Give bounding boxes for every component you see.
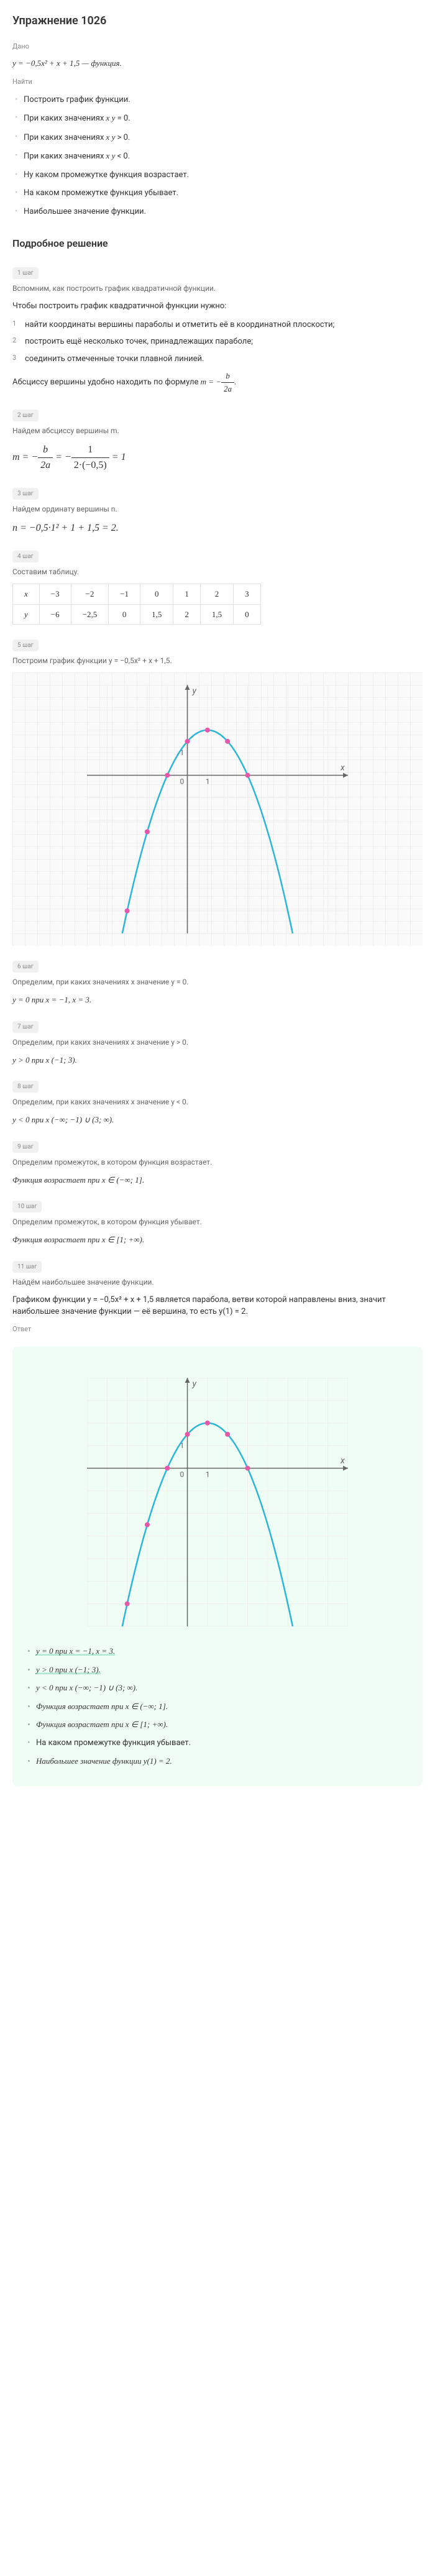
- table-row: x−3−2−10123: [13, 584, 261, 605]
- result-8: y < 0 при x (−∞; −1) ∪ (3; ∞).: [12, 1114, 423, 1126]
- build-step: соединить отмеченные точки плавной линие…: [12, 353, 423, 365]
- answer-item: y = 0 при x = −1, x = 3.: [25, 1645, 410, 1657]
- step-badge: 5 шаг: [12, 639, 39, 651]
- result-9: Функция возрастает при x ∈ (−∞; 1].: [12, 1174, 423, 1186]
- build-step: построить ещё несколько точек, принадлеж…: [12, 336, 423, 348]
- step-text: Найдем ординату вершины n.: [12, 503, 423, 515]
- answer-item: y < 0 при x (−∞; −1) ∪ (3; ∞).: [25, 1682, 410, 1694]
- step-badge: 9 шаг: [12, 1141, 39, 1153]
- step-text: Определим, при каких значениях x значени…: [12, 1037, 423, 1048]
- answer-item: Наибольшее значение функции y(1) = 2.: [25, 1755, 410, 1767]
- step-text: Вспомним, как построить график квадратич…: [12, 283, 423, 294]
- answer-label: Ответ: [12, 1324, 423, 1335]
- step-badge: 6 шаг: [12, 961, 39, 973]
- svg-text:x: x: [340, 1455, 345, 1465]
- result-10: Функция возрастает при x ∈ [1; +∞).: [12, 1234, 423, 1246]
- find-list: Построить график функции. При каких знач…: [12, 94, 423, 218]
- step-text: Составим таблицу.: [12, 566, 423, 577]
- m-formula: m = −b2a = −12·(−0,5) = 1: [12, 442, 423, 473]
- find-item: На каком промежутке функция убывает.: [12, 187, 423, 199]
- step-badge: 1 шаг: [12, 267, 39, 279]
- answer-item: y > 0 при x (−1; 3).: [25, 1664, 410, 1676]
- build-instr: Чтобы построить график квадратичной функ…: [12, 300, 423, 313]
- step-badge: 8 шаг: [12, 1081, 39, 1093]
- find-item: Ну каком промежутке функция возрастает.: [12, 169, 423, 181]
- find-item: Построить график функции.: [12, 94, 423, 106]
- find-item: Наибольшее значение функции.: [12, 206, 423, 218]
- solution-header: Подробное решение: [12, 236, 423, 251]
- step-badge: 2 шаг: [12, 410, 39, 421]
- step-text: Построим график функции y = −0,5x² + x +…: [12, 655, 423, 666]
- step-badge: 7 шаг: [12, 1021, 39, 1033]
- given-function: y = −0,5x² + x + 1,5 — функция.: [12, 57, 423, 70]
- answer-item: На каком промежутке функция убывает.: [25, 1737, 410, 1749]
- chart-main: xy011: [12, 672, 423, 946]
- find-label: Найти: [12, 77, 423, 88]
- step-badge: 4 шаг: [12, 551, 39, 562]
- table-row: y−6−2,501,521,50: [13, 604, 261, 625]
- step-badge: 10 шаг: [12, 1201, 42, 1212]
- step-text: Найдём наибольшее значение функции.: [12, 1277, 423, 1288]
- xy-table: x−3−2−10123 y−6−2,501,521,50: [12, 584, 261, 625]
- answer-section: xy011 y = 0 при x = −1, x = 3. y > 0 при…: [12, 1347, 423, 1786]
- svg-text:1: 1: [206, 777, 210, 786]
- step-text: Определим промежуток, в котором функция …: [12, 1216, 423, 1227]
- n-formula: n = −0,5·1² + 1 + 1,5 = 2.: [12, 521, 423, 536]
- chart-answer: xy011: [25, 1365, 410, 1639]
- answer-list: y = 0 при x = −1, x = 3. y > 0 при x (−1…: [25, 1645, 410, 1767]
- result-6: y = 0 при x = −1, x = 3.: [12, 994, 423, 1006]
- step-badge: 3 шаг: [12, 488, 39, 500]
- step-text: Определим, при каких значениях x значени…: [12, 976, 423, 988]
- find-item: При каких значениях x y = 0.: [12, 112, 423, 125]
- given-label: Дано: [12, 42, 423, 52]
- exercise-title: Упражнение 1026: [12, 12, 423, 29]
- step-badge: 11 шаг: [12, 1261, 42, 1273]
- build-steps: найти координаты вершины параболы и отме…: [12, 319, 423, 365]
- find-item: При каких значениях x y > 0.: [12, 131, 423, 144]
- parabola-chart-answer: xy011: [87, 1378, 348, 1626]
- result-11: Графиком функции y = −0,5x² + x + 1,5 яв…: [12, 1294, 423, 1318]
- svg-text:1: 1: [206, 1470, 210, 1478]
- svg-text:0: 0: [180, 1470, 185, 1478]
- parabola-chart: xy011: [87, 685, 348, 933]
- answer-item: Функция возрастает при x ∈ (−∞; 1].: [25, 1700, 410, 1713]
- vertex-intro: Абсциссу вершины удобно находить по форм…: [12, 370, 423, 395]
- svg-text:y: y: [192, 1379, 197, 1389]
- result-7: y > 0 при x (−1; 3).: [12, 1054, 423, 1066]
- find-item: При каких значениях x y < 0.: [12, 150, 423, 163]
- step-text: Найдем абсциссу вершины m.: [12, 425, 423, 436]
- svg-text:0: 0: [180, 777, 185, 786]
- answer-item: Функция возрастает при x ∈ [1; +∞).: [25, 1718, 410, 1731]
- build-step: найти координаты вершины параболы и отме…: [12, 319, 423, 331]
- step-text: Определим промежуток, в котором функция …: [12, 1157, 423, 1168]
- svg-text:y: y: [192, 686, 197, 696]
- step-text: Определим, при каких значениях x значени…: [12, 1096, 423, 1107]
- svg-text:x: x: [340, 763, 345, 772]
